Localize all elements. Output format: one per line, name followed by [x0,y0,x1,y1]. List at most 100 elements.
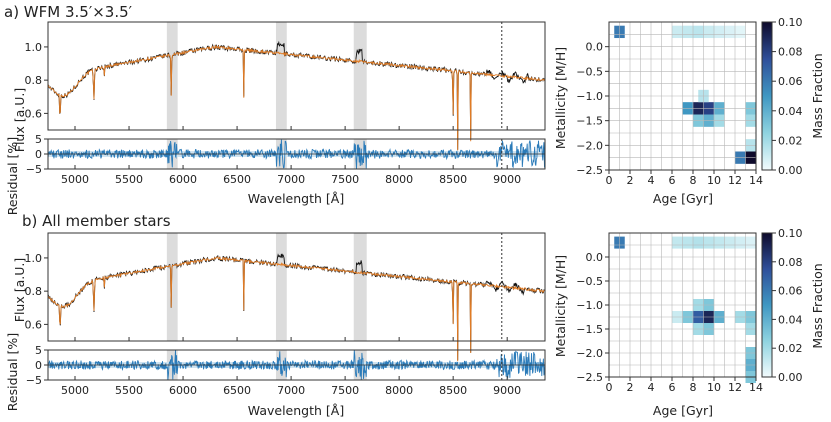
masked-region [275,233,287,341]
colorbar-tick-label: 0.06 [778,285,803,298]
residual-ylabel-b: Residual [%] [5,333,20,411]
x-tick-label: 2 [627,174,634,187]
colorbar-a: 0.00 0.02 0.04 0.06 0.08 0.10 [761,16,803,177]
x-tick-label: 7500 [331,173,359,186]
plot-frame [47,232,546,342]
y-tick-label: −2.0 [576,347,603,360]
masked-region [275,22,287,130]
heatmap-cell [745,236,756,249]
x-tick-label: 6500 [223,173,251,186]
age-xlabel-b: Age [Gyr] [653,403,713,418]
heatmap-cell [735,236,746,249]
heatmap-cell [672,25,683,39]
x-tick-label: 14 [749,174,763,187]
x-tick-label: 8500 [439,384,467,397]
residual-line [47,139,546,169]
model-fit-line [47,44,545,151]
y-tick-label: 0 [35,359,42,372]
x-tick-label: 9000 [493,173,521,186]
y-tick-label: 0.0 [586,251,604,264]
y-tick-label: −5 [26,163,42,176]
colorbar-label-b: Mass Fraction [810,263,825,348]
metallicity-ylabel-b: Metallicity [M/H] [553,255,568,357]
flux-ylabel-b: Flux [a.U.] [12,258,27,322]
colorbar-tick-label: 0.02 [778,342,803,355]
y-tick-label: −2.5 [576,371,603,384]
y-tick-label: −1.0 [576,90,603,103]
x-tick-label: 6000 [169,173,197,186]
y-tick-label: 0.6 [25,107,43,120]
wavelength-xlabel-a: Wavelength [Å] [248,191,344,206]
masked-region [353,233,367,341]
colorbar-label-a: Mass Fraction [810,53,825,138]
heatmap-cell [682,25,693,39]
colorbar-tick-label: 0.00 [778,371,803,384]
x-tick-label: 7000 [277,173,305,186]
x-tick-label: 12 [728,381,742,394]
x-tick-label: 5500 [115,384,143,397]
heatmap-cell [672,236,683,249]
y-tick-label: 0 [35,148,42,161]
colorbar-tick-label: 0.02 [778,134,803,147]
y-tick-label: 5 [35,133,42,146]
flux-ylabel-a: Flux [a.U.] [12,88,27,152]
x-tick-label: 0 [606,381,613,394]
spectrum-plot-b: 0.6 0.8 1.0 [25,232,546,362]
x-tick-label: 5500 [115,173,143,186]
colorbar-gradient [761,232,773,378]
y-tick-label: 1.0 [25,252,43,265]
x-tick-label: 8 [690,381,697,394]
colorbar-tick-label: 0.10 [778,16,803,29]
x-tick-label: 7000 [277,384,305,397]
masked-region [166,22,178,130]
y-tick-label: −5 [26,374,42,387]
y-tick-label: −2.5 [576,164,603,177]
x-tick-label: 10 [707,174,721,187]
residual-line [47,350,546,380]
heatmap-cell [682,236,693,249]
y-tick-label: −0.5 [576,65,603,78]
heatmap-cell [693,236,704,249]
x-tick-label: 5000 [61,384,89,397]
x-tick-label: 7500 [331,384,359,397]
colorbar-tick-label: 0.08 [778,256,803,269]
x-tick-label: 12 [728,174,742,187]
x-tick-label: 5000 [61,173,89,186]
x-tick-label: 6500 [223,384,251,397]
x-tick-label: 8500 [439,173,467,186]
y-tick-label: 0.0 [586,41,604,54]
colorbar-tick-label: 0.04 [778,313,803,326]
age-metallicity-map-a: 0 2 4 6 8 10 12 14 −2.5 −2.0 −1.5 −1.0 −0.5 0.0 [576,21,763,187]
colorbar-gradient [761,21,773,171]
heatmap-cell [724,236,735,249]
y-tick-label: 5 [35,344,42,357]
heatmap-cell [703,25,714,39]
x-tick-label: 4 [648,174,655,187]
y-tick-label: −0.5 [576,275,603,288]
colorbar-tick-label: 0.04 [778,105,803,118]
y-tick-label: 1.0 [25,41,43,54]
age-xlabel-a: Age [Gyr] [653,191,713,206]
y-tick-label: 0.8 [25,74,43,87]
y-tick-label: −1.5 [576,323,603,336]
y-tick-label: 0.6 [25,318,43,331]
x-tick-label: 14 [749,381,763,394]
metallicity-ylabel-a: Metallicity [M/H] [553,47,568,149]
x-tick-label: 6000 [169,384,197,397]
spectrum-plot-a: 0.6 0.8 1.0 [25,21,546,151]
masked-region [166,233,178,341]
masked-region [353,22,367,130]
colorbar-tick-label: 0.00 [778,164,803,177]
y-tick-label: −1.0 [576,299,603,312]
x-tick-label: 4 [648,381,655,394]
x-tick-label: 8 [690,174,697,187]
x-tick-label: 9000 [493,384,521,397]
heatmap-cell [714,25,725,39]
heatmap-cell [714,236,725,249]
colorbar-tick-label: 0.06 [778,75,803,88]
colorbar-b: 0.00 0.02 0.04 0.06 0.08 0.10 [761,227,803,384]
wavelength-xlabel-b: Wavelength [Å] [248,403,344,418]
residual-ylabel-a: Residual [%] [5,137,20,215]
x-tick-label: 6 [669,381,676,394]
age-metallicity-map-b: 0 2 4 6 8 10 12 14 −2.5 −2.0 −1.5 −1.0 −0.5 0.0 [576,232,763,394]
